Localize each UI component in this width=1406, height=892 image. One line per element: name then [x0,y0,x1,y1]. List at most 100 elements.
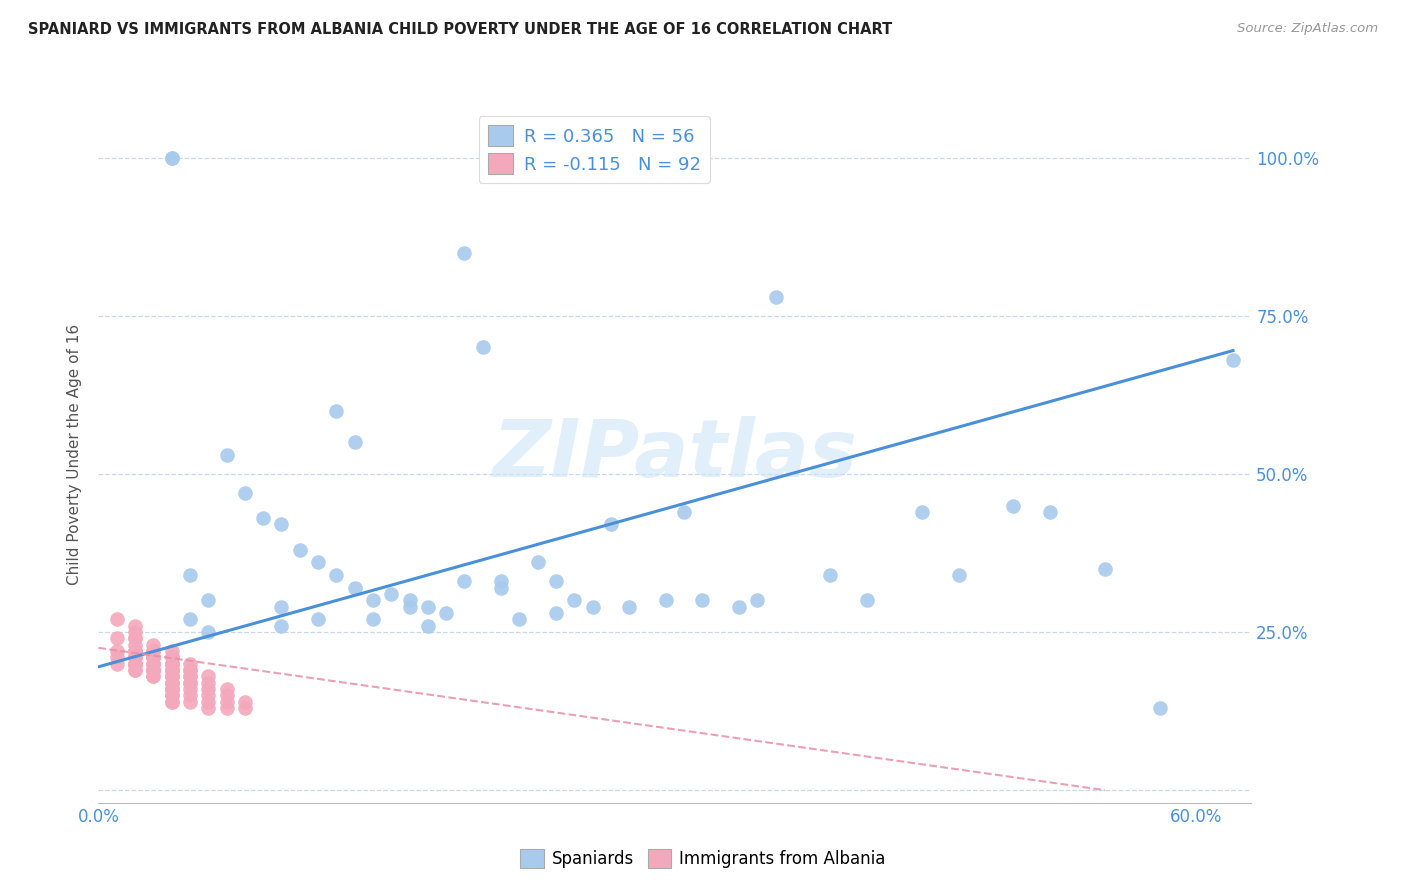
Point [233,695,256,709]
Point [179,612,201,626]
Point [160,657,183,671]
Point [471,340,494,354]
Point [179,675,201,690]
Point [343,435,366,450]
Point [124,650,146,665]
Point [124,644,146,658]
Point [160,644,183,658]
Point [142,650,165,665]
Point [160,688,183,702]
Point [197,688,219,702]
Point [124,618,146,632]
Point [948,568,970,582]
Point [361,593,384,607]
Point [197,625,219,640]
Point [398,599,420,614]
Point [617,599,640,614]
Point [215,688,238,702]
Point [142,657,165,671]
Point [416,618,439,632]
Point [160,650,183,665]
Point [160,650,183,665]
Point [544,606,567,620]
Point [160,695,183,709]
Point [673,505,696,519]
Point [215,448,238,462]
Point [179,663,201,677]
Point [380,587,402,601]
Point [124,638,146,652]
Point [160,151,183,165]
Point [179,688,201,702]
Point [179,669,201,683]
Point [142,650,165,665]
Point [544,574,567,589]
Point [288,542,311,557]
Point [142,663,165,677]
Point [124,650,146,665]
Point [142,638,165,652]
Text: SPANIARD VS IMMIGRANTS FROM ALBANIA CHILD POVERTY UNDER THE AGE OF 16 CORRELATIO: SPANIARD VS IMMIGRANTS FROM ALBANIA CHIL… [28,22,893,37]
Point [911,505,934,519]
Point [215,695,238,709]
Point [562,593,585,607]
Point [142,663,165,677]
Point [160,675,183,690]
Point [160,663,183,677]
Point [581,599,603,614]
Point [361,612,384,626]
Point [1149,701,1171,715]
Point [105,632,128,646]
Point [142,650,165,665]
Point [160,675,183,690]
Legend: R = 0.365   N = 56, R = -0.115   N = 92: R = 0.365 N = 56, R = -0.115 N = 92 [478,116,710,183]
Point [820,568,842,582]
Point [233,701,256,715]
Point [1222,353,1244,368]
Point [160,695,183,709]
Point [142,663,165,677]
Point [197,701,219,715]
Point [142,650,165,665]
Point [307,556,329,570]
Point [179,681,201,696]
Point [489,574,512,589]
Legend: Spaniards, Immigrants from Albania: Spaniards, Immigrants from Albania [513,842,893,875]
Point [489,581,512,595]
Point [215,701,238,715]
Point [179,568,201,582]
Point [179,695,201,709]
Point [747,593,769,607]
Y-axis label: Child Poverty Under the Age of 16: Child Poverty Under the Age of 16 [67,325,83,585]
Point [124,650,146,665]
Point [124,657,146,671]
Text: Source: ZipAtlas.com: Source: ZipAtlas.com [1237,22,1378,36]
Point [197,669,219,683]
Point [197,695,219,709]
Point [179,657,201,671]
Point [160,669,183,683]
Point [124,644,146,658]
Point [142,663,165,677]
Point [124,632,146,646]
Point [270,618,292,632]
Point [434,606,457,620]
Point [124,657,146,671]
Point [599,517,621,532]
Point [160,688,183,702]
Point [179,663,201,677]
Point [270,599,292,614]
Text: ZIPatlas: ZIPatlas [492,416,858,494]
Point [124,650,146,665]
Point [160,669,183,683]
Point [160,657,183,671]
Point [142,644,165,658]
Point [160,681,183,696]
Point [215,681,238,696]
Point [124,644,146,658]
Point [654,593,676,607]
Point [160,657,183,671]
Point [105,650,128,665]
Point [124,663,146,677]
Point [526,556,548,570]
